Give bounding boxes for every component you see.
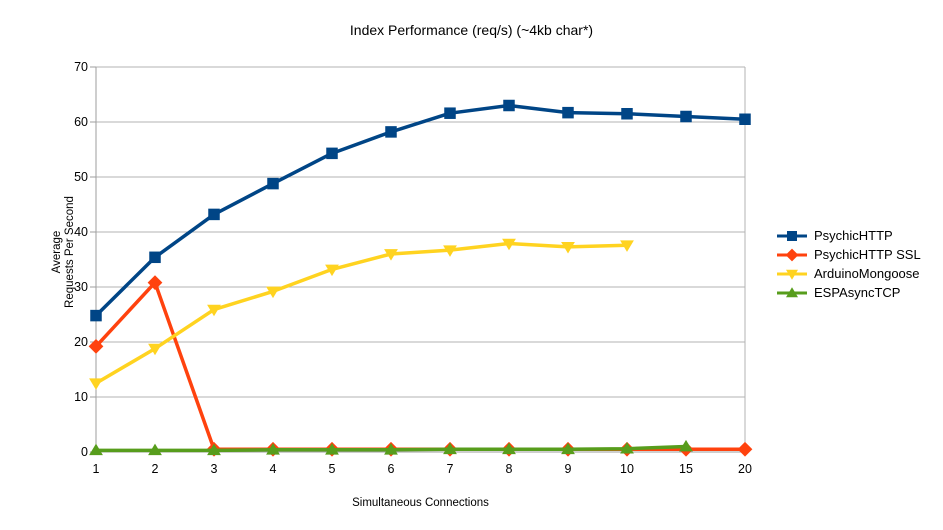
data-point-marker: [562, 106, 574, 119]
series-espasynctcp: [89, 439, 693, 456]
data-point-marker: [737, 441, 753, 457]
chart-title: Index Performance (req/s) (~4kb char*): [349, 22, 594, 38]
data-point-marker: [384, 443, 398, 455]
y-tick-label: 70: [74, 59, 88, 74]
x-tick-label: 7: [446, 462, 454, 476]
data-point-marker: [267, 177, 279, 190]
legend-item-psychichttp-ssl: PsychicHTTP SSL: [776, 245, 921, 264]
data-point-marker: [385, 126, 397, 138]
legend-marker-icon: [777, 269, 807, 280]
data-point-marker: [88, 339, 104, 354]
x-tick-label: 9: [564, 462, 572, 476]
x-tick-label: 8: [505, 462, 513, 476]
data-point-marker: [679, 439, 693, 452]
data-point-marker: [620, 442, 634, 454]
x-tick-label: 6: [387, 462, 395, 476]
data-point-marker: [325, 443, 339, 455]
series-line-psychichttp-ssl: [94, 280, 747, 451]
legend-label: ArduinoMongoose: [814, 266, 920, 281]
data-point-marker: [89, 443, 103, 456]
data-point-marker: [89, 378, 103, 390]
data-point-marker: [680, 110, 692, 123]
legend: PsychicHTTP PsychicHTTP SSL ArduinoMongoos…: [776, 226, 921, 302]
legend-marker-icon: [777, 286, 807, 297]
legend-label: ESPAsyncTCP: [814, 285, 901, 300]
data-point-marker: [207, 304, 221, 317]
legend-label: PsychicHTTP: [814, 228, 893, 243]
data-point-marker: [149, 251, 161, 264]
x-tick-label: 10: [620, 462, 634, 476]
x-tick-label: 15: [679, 462, 693, 476]
y-tick-label: 60: [74, 114, 88, 129]
y-tick-label: 50: [74, 169, 88, 184]
data-point-marker: [266, 443, 280, 455]
legend-item-espasynctcp: ESPAsyncTCP: [776, 283, 921, 302]
legend-marker-icon: [777, 248, 807, 261]
x-tick-label: 2: [151, 462, 159, 476]
data-point-marker: [620, 240, 634, 252]
y-tick-label: 20: [74, 334, 88, 349]
data-point-marker: [786, 269, 798, 280]
y-tick-label: 40: [74, 224, 88, 239]
series-arduinomongoose: [89, 238, 634, 390]
data-point-marker: [384, 249, 398, 261]
x-tick-label: 4: [269, 462, 277, 476]
data-point-marker: [148, 443, 162, 456]
legend-item-psychichttp: PsychicHTTP: [776, 226, 921, 245]
data-point-marker: [621, 108, 633, 120]
x-tick-label: 20: [738, 462, 752, 476]
data-point-marker: [148, 343, 162, 356]
x-axis-title: Simultaneous Connections: [352, 497, 489, 509]
series-psychichttp: [90, 99, 751, 322]
series-line-arduinomongoose: [94, 241, 629, 385]
data-point-marker: [208, 208, 220, 221]
data-point-marker: [561, 442, 575, 455]
x-tick-label: 1: [92, 462, 100, 476]
data-point-marker: [443, 245, 457, 257]
series-psychichttp-ssl: [88, 275, 753, 457]
data-point-marker: [326, 147, 338, 160]
data-point-marker: [90, 309, 102, 322]
y-tick-label: 30: [74, 279, 88, 294]
data-point-marker: [739, 113, 751, 125]
series-line-psychichttp: [94, 103, 747, 318]
data-point-marker: [444, 107, 456, 119]
data-point-marker: [503, 99, 515, 112]
data-point-marker: [266, 286, 280, 299]
legend-label: PsychicHTTP SSL: [814, 247, 921, 262]
data-point-marker: [325, 264, 339, 277]
y-tick-label: 0: [81, 444, 88, 459]
y-tick-label: 10: [74, 389, 88, 404]
legend-marker-icon: [777, 230, 807, 241]
data-point-marker: [786, 286, 798, 297]
x-tick-label: 5: [328, 462, 336, 476]
x-tick-label: 3: [210, 462, 218, 476]
data-point-marker: [787, 230, 797, 241]
legend-item-arduinomongoose: ArduinoMongoose: [776, 264, 921, 283]
data-point-marker: [561, 242, 575, 254]
data-point-marker: [502, 442, 516, 455]
data-point-marker: [443, 442, 457, 455]
data-point-marker: [207, 443, 221, 456]
data-point-marker: [502, 238, 516, 251]
data-point-marker: [147, 275, 163, 290]
data-point-marker: [785, 248, 799, 261]
